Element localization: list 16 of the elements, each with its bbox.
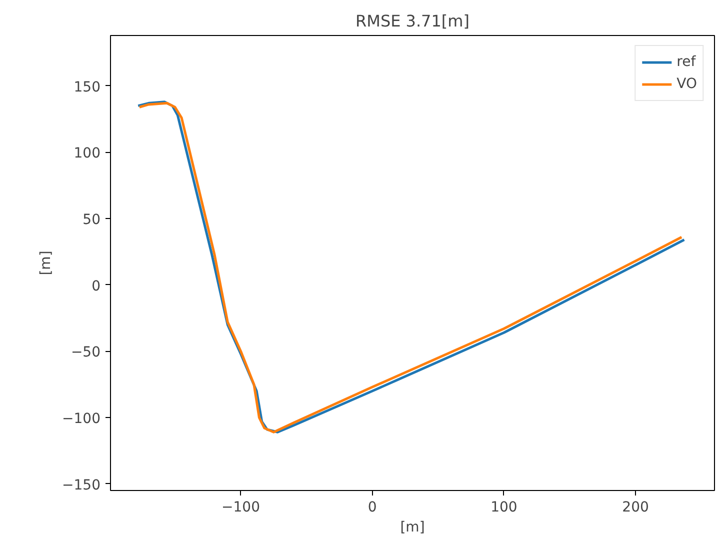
y-tick-label: −50 xyxy=(70,344,100,361)
x-axis-title: [m] xyxy=(400,520,425,536)
y-tick-label: −150 xyxy=(62,477,100,494)
chart-title: RMSE 3.71[m] xyxy=(356,12,470,30)
y-tick-label: 50 xyxy=(82,212,101,228)
x-tick-label: 100 xyxy=(490,500,518,516)
x-tick-label: 0 xyxy=(368,500,377,516)
y-tick-label: 0 xyxy=(92,278,101,294)
y-tick-label: −100 xyxy=(62,411,100,428)
y-axis-title: [m] xyxy=(38,250,54,276)
y-tick-label: 100 xyxy=(74,146,101,162)
x-tick-label: −100 xyxy=(222,500,260,516)
x-tick-label: 200 xyxy=(622,500,649,516)
legend-label: ref xyxy=(676,54,697,70)
legend-label: VO xyxy=(676,76,697,92)
y-tick-label: 150 xyxy=(74,79,101,96)
